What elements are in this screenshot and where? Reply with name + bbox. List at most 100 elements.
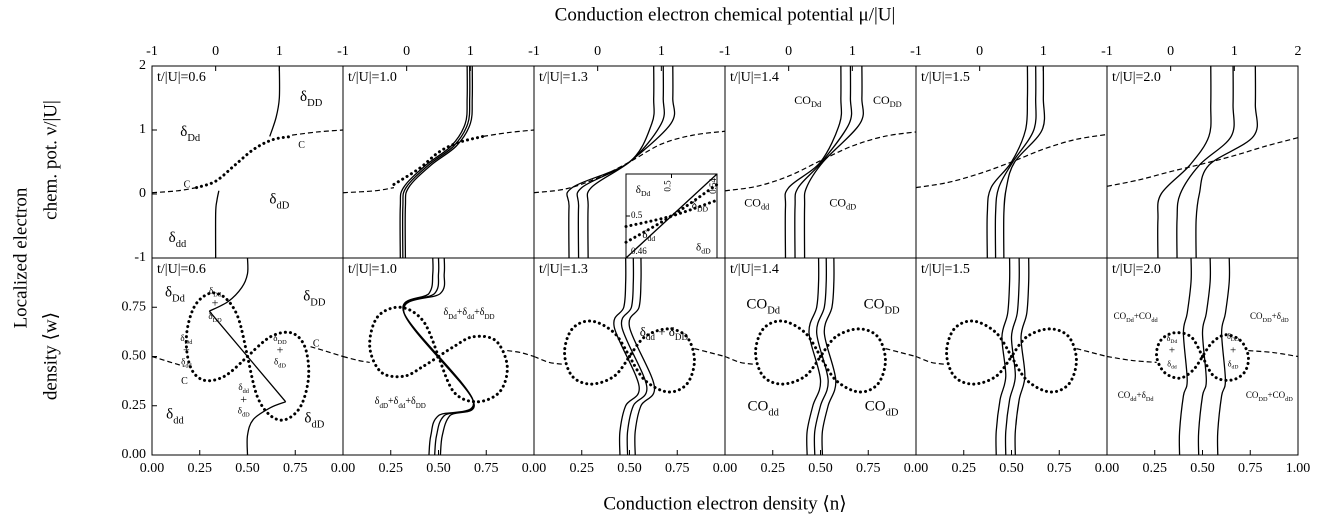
annotation-part: dD [242,412,250,419]
dashed-curve [724,355,756,365]
annotation: COdd [744,195,770,212]
annotation-part: dD [1232,365,1239,371]
inset-x-tick-label: 0.5 [663,180,673,192]
solid-curve [1176,65,1235,259]
annotation: δdD [1228,359,1239,370]
x-tick-label: -1 [146,44,158,59]
dashed-curve [151,187,197,194]
x-tick-label: 1.00 [1286,461,1311,476]
x-tick-label: 0.50 [999,461,1024,476]
annotation-part: C [181,376,188,387]
x-tick-label: 0.75 [1238,461,1263,476]
solid-curve [821,257,837,456]
solid-curve [208,310,287,403]
dotted-curve [1155,331,1204,380]
annotation-part: Dd [1146,396,1155,403]
annotation-part: δ [640,324,646,339]
solid-curve [1003,65,1046,259]
annotation-part: δ [636,183,641,195]
panel-frame [151,65,344,259]
dotted-curve [392,134,485,186]
panel-label: t/|U|=2.0 [1112,262,1161,277]
dashed-curve [151,355,185,367]
panel-frame [342,65,535,259]
solid-curve [1157,65,1212,259]
solid-curve [1195,65,1259,259]
annotation-part: +δ [405,396,416,407]
annotation-part: δ [180,333,184,343]
solid-curve [1178,257,1192,456]
dashed-curve [885,348,917,358]
annotation: + [1169,344,1175,356]
annotation-part: dD [846,203,856,212]
solid-curve [806,257,822,456]
panel-label: t/|U|=1.0 [348,70,397,85]
x-tick-label: 0.00 [140,461,165,476]
solid-curve [269,65,281,137]
dashed-curve [342,355,370,364]
x-tick-label: 0.25 [1143,461,1168,476]
x-tick-label: -1 [910,44,922,59]
annotation-part: δ [274,356,278,366]
x-tick-label: 0.00 [522,461,547,476]
annotation: COdD [829,195,856,212]
annotation: + [212,295,219,309]
dotted-curve [437,334,509,404]
annotation-part: δ [1228,359,1232,368]
annotation-part: CO [873,93,890,107]
solid-curve [404,65,474,259]
x-tick-label: 0 [212,44,219,59]
x-tick-label: 0 [594,44,601,59]
top-axis-title: Conduction electron chemical potential μ… [555,4,896,25]
solid-curve [1197,257,1212,456]
annotation-part: DD [278,339,288,346]
annotation-part: dd [646,332,656,342]
y-tick-label: -1 [134,250,146,265]
solid-curve [402,257,475,456]
annotation-part: C [184,180,191,191]
annotation-part: dd [768,408,779,419]
annotation: δDD [273,333,287,346]
solid-curve [613,257,640,456]
annotation: δDD [300,89,323,108]
solid-curve [794,65,853,259]
annotation-part: Dd [172,293,186,304]
x-tick-label: 0.50 [1190,461,1215,476]
dashed-curve [1106,355,1157,364]
solid-curve [784,65,843,259]
annotation: δdd [1167,359,1177,370]
y-tick-label: 2 [139,58,146,73]
x-tick-label: 1 [1040,44,1047,59]
annotation-part: δ [1227,332,1231,341]
annotation-part: dd [467,313,475,321]
annotation-part: Dd [1126,317,1135,324]
x-tick-label: 0.25 [570,461,595,476]
inset-y-tick-label: 0.5 [631,210,643,220]
dotted-curve [1201,333,1250,382]
annotation-part: C [298,140,305,151]
annotation-part: CO [1118,390,1131,400]
x-tick-label: 1 [849,44,856,59]
annotation-part: CO [794,93,811,107]
panel-label: t/|U|=1.4 [730,70,779,85]
annotation-part: δ [1167,334,1171,343]
annotation: δdd [181,356,192,369]
annotation: + [277,342,284,356]
annotation: δdD+δdd+δDD [375,396,426,409]
dashed-curve [291,129,344,136]
annotation-part: dd [243,388,250,395]
annotation-part: CO [1250,311,1263,321]
x-tick-label: 0.75 [474,461,499,476]
annotation: δDD [1227,332,1239,343]
x-tick-label: 0.75 [665,461,690,476]
solid-curve [586,65,676,259]
dashed-curve [310,346,344,358]
dashed-curve [694,348,726,358]
annotation: δdD [269,192,289,211]
annotation-part: dd [1171,365,1177,371]
panel-label: t/|U|=0.6 [157,262,206,277]
annotation-part: DD [1263,317,1273,324]
annotation-part: +δ [388,396,399,407]
annotation-part: +CO [1134,311,1152,321]
dashed-curve [507,349,535,358]
